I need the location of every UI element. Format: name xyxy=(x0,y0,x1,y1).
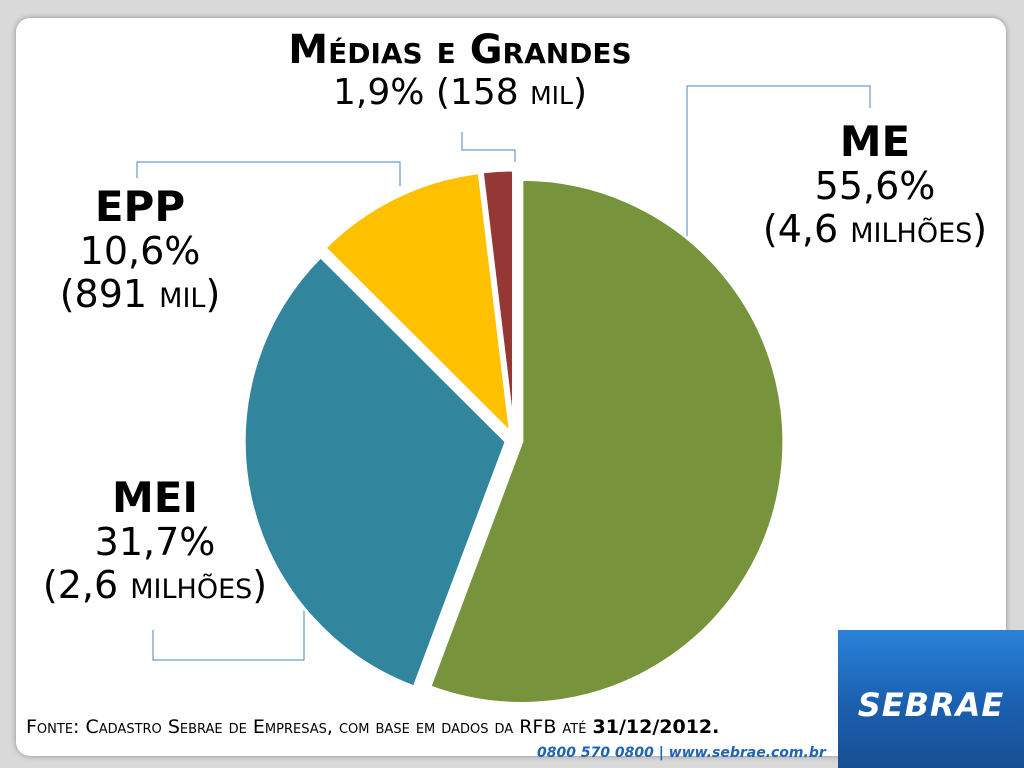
label-medias-name: Médias e Grandes xyxy=(288,27,632,73)
label-medias-grandes: Médias e Grandes 1,9% (158 mil) xyxy=(230,28,690,113)
label-epp-count: (891 xyxy=(59,271,148,316)
leader-lines xyxy=(136,85,871,661)
leader-line-medias xyxy=(461,132,516,162)
label-me-count: (4,6 xyxy=(762,206,839,251)
sebrae-logo-text: SEBRAE xyxy=(857,686,1005,724)
label-mei-name: MEI xyxy=(111,473,199,522)
source-text: Fonte: Cadastro Sebrae de Empresas, com … xyxy=(26,716,587,738)
pie-slices xyxy=(242,168,786,705)
leader-line-epp xyxy=(136,161,401,186)
label-me-close: ) xyxy=(972,206,988,251)
label-me-unit: milhões xyxy=(850,206,973,251)
leader-line-mei xyxy=(152,600,305,661)
leader-line-me xyxy=(686,85,871,240)
label-epp: EPP 10,6% (891 mil) xyxy=(40,183,240,315)
slice-me xyxy=(427,177,786,705)
label-epp-unit: mil xyxy=(159,271,206,316)
label-epp-name: EPP xyxy=(94,182,186,231)
label-epp-pct: 10,6% xyxy=(79,229,201,274)
label-medias-values: 1,9% (158 mil) xyxy=(230,71,690,113)
label-mei-unit: milhões xyxy=(130,562,253,607)
slice-medias-grandes xyxy=(480,168,516,433)
slice-mei xyxy=(242,254,508,689)
slice-epp xyxy=(322,171,513,437)
footer-contact: 0800 570 0800 | www.sebrae.com.br xyxy=(537,745,826,761)
source-note: Fonte: Cadastro Sebrae de Empresas, com … xyxy=(26,716,719,738)
source-date: 31/12/2012. xyxy=(592,716,720,738)
label-medias-close: ) xyxy=(572,71,588,113)
label-epp-close: ) xyxy=(205,271,221,316)
label-medias-pct: 1,9% xyxy=(332,71,425,113)
label-epp-count-line: (891 mil) xyxy=(40,271,240,316)
label-me: ME 55,6% (4,6 milhões) xyxy=(730,118,1020,250)
sebrae-logo: SEBRAE xyxy=(838,630,1024,768)
label-mei-count-line: (2,6 milhões) xyxy=(10,562,300,607)
label-mei: MEI 31,7% (2,6 milhões) xyxy=(10,474,300,606)
label-me-count-line: (4,6 milhões) xyxy=(730,206,1020,251)
label-me-pct: 55,6% xyxy=(814,164,936,209)
label-mei-close: ) xyxy=(252,562,268,607)
label-medias-count: (158 xyxy=(435,71,519,113)
label-medias-unit: mil xyxy=(530,71,573,113)
label-me-name: ME xyxy=(839,117,911,166)
label-mei-pct: 31,7% xyxy=(94,520,216,565)
label-mei-count: (2,6 xyxy=(42,562,119,607)
